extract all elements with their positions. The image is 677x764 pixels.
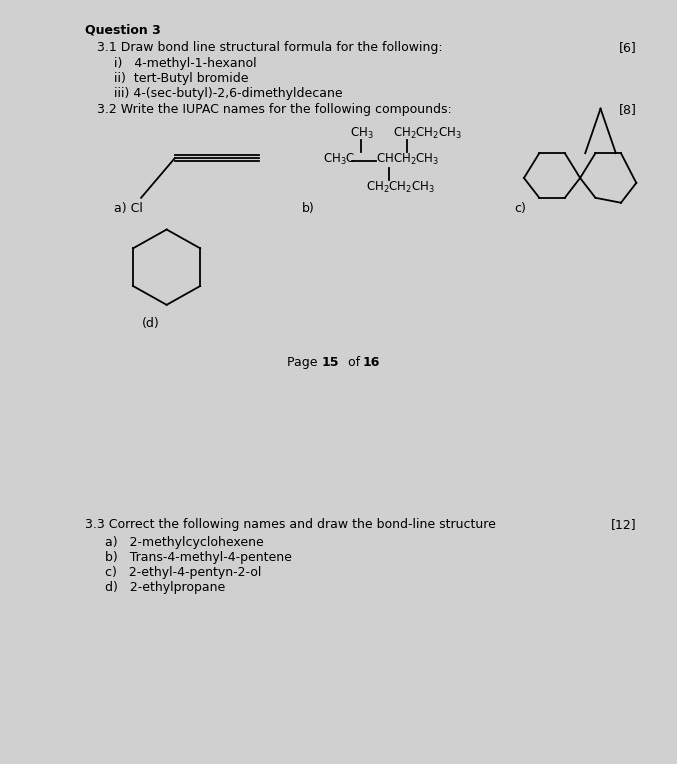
Text: Page: Page [287, 356, 322, 369]
Text: [12]: [12] [611, 519, 636, 532]
Text: c)   2-ethyl-4-pentyn-2-ol: c) 2-ethyl-4-pentyn-2-ol [106, 566, 262, 579]
Text: 16: 16 [363, 356, 380, 369]
Text: a)   2-methylcyclohexene: a) 2-methylcyclohexene [106, 536, 264, 549]
Text: 3.3 Correct the following names and draw the bond-line structure: 3.3 Correct the following names and draw… [85, 519, 496, 532]
Text: 3.1 Draw bond line structural formula for the following:: 3.1 Draw bond line structural formula fo… [97, 41, 443, 54]
Text: Question 3: Question 3 [85, 24, 160, 37]
Text: (d): (d) [142, 317, 160, 330]
Text: c): c) [514, 202, 525, 215]
Text: [6]: [6] [619, 41, 636, 54]
Text: ii)  tert-Butyl bromide: ii) tert-Butyl bromide [114, 72, 248, 85]
Text: a) Cl: a) Cl [114, 202, 142, 215]
Text: iii) 4-(sec-butyl)-2,6-dimethyldecane: iii) 4-(sec-butyl)-2,6-dimethyldecane [114, 87, 342, 100]
Text: of: of [345, 356, 364, 369]
Text: CH$_3$C: CH$_3$C [323, 152, 355, 167]
Text: CH$_2$CH$_2$CH$_3$: CH$_2$CH$_2$CH$_3$ [393, 125, 462, 141]
Text: [8]: [8] [618, 102, 636, 115]
Text: CH$_2$CH$_2$CH$_3$: CH$_2$CH$_2$CH$_3$ [366, 180, 435, 195]
Text: i)   4-methyl-1-hexanol: i) 4-methyl-1-hexanol [114, 57, 256, 70]
Text: b)   Trans-4-methyl-4-pentene: b) Trans-4-methyl-4-pentene [106, 551, 292, 564]
Text: 15: 15 [322, 356, 339, 369]
Text: CH$_3$: CH$_3$ [351, 125, 374, 141]
Text: CHCH$_2$CH$_3$: CHCH$_2$CH$_3$ [376, 152, 439, 167]
Text: b): b) [301, 202, 314, 215]
Text: d)   2-ethylpropane: d) 2-ethylpropane [106, 581, 225, 594]
Text: 3.2 Write the IUPAC names for the following compounds:: 3.2 Write the IUPAC names for the follow… [97, 102, 452, 115]
